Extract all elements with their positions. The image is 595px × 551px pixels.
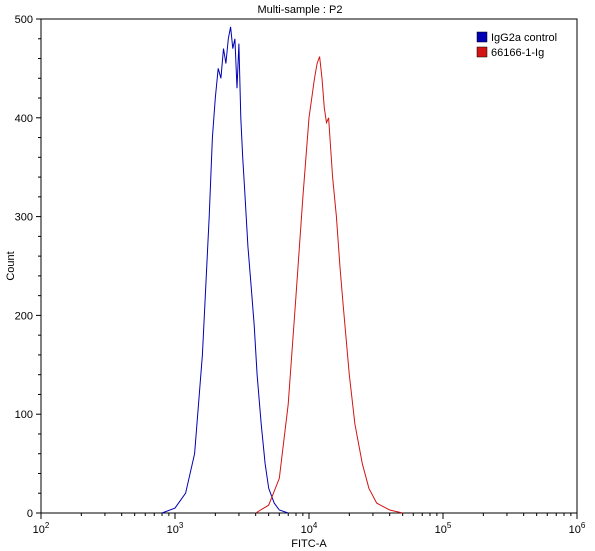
x-tick-label: 104 — [301, 521, 318, 536]
x-tick-label: 106 — [569, 521, 586, 536]
legend-swatch — [476, 46, 488, 58]
legend-swatch — [476, 31, 488, 43]
y-tick-label: 500 — [15, 14, 33, 26]
series-line-2 — [255, 56, 403, 514]
x-axis-title: FITC-A — [291, 538, 327, 550]
series-layer — [161, 26, 403, 514]
y-tick-label: 300 — [15, 212, 33, 224]
plot-frame — [40, 18, 578, 514]
y-tick-label: 400 — [15, 113, 33, 125]
x-tick-label: 102 — [33, 521, 50, 536]
x-tick-label: 105 — [435, 521, 452, 536]
legend: IgG2a control 66166-1-Ig — [476, 31, 557, 59]
x-tick-label: 103 — [167, 521, 184, 536]
legend-label: 66166-1-Ig — [491, 47, 544, 59]
legend-label: IgG2a control — [491, 32, 557, 44]
series-line-1 — [161, 26, 289, 514]
chart-title: Multi-sample : P2 — [258, 4, 343, 16]
y-axis-title: Count — [5, 251, 17, 280]
x-axis: 102 103 104 105 106 — [33, 513, 586, 536]
y-tick-label: 0 — [27, 508, 33, 520]
y-tick-label: 200 — [15, 310, 33, 322]
y-tick-label: 100 — [15, 409, 33, 421]
y-axis: 0 100 200 300 400 500 — [15, 14, 41, 520]
